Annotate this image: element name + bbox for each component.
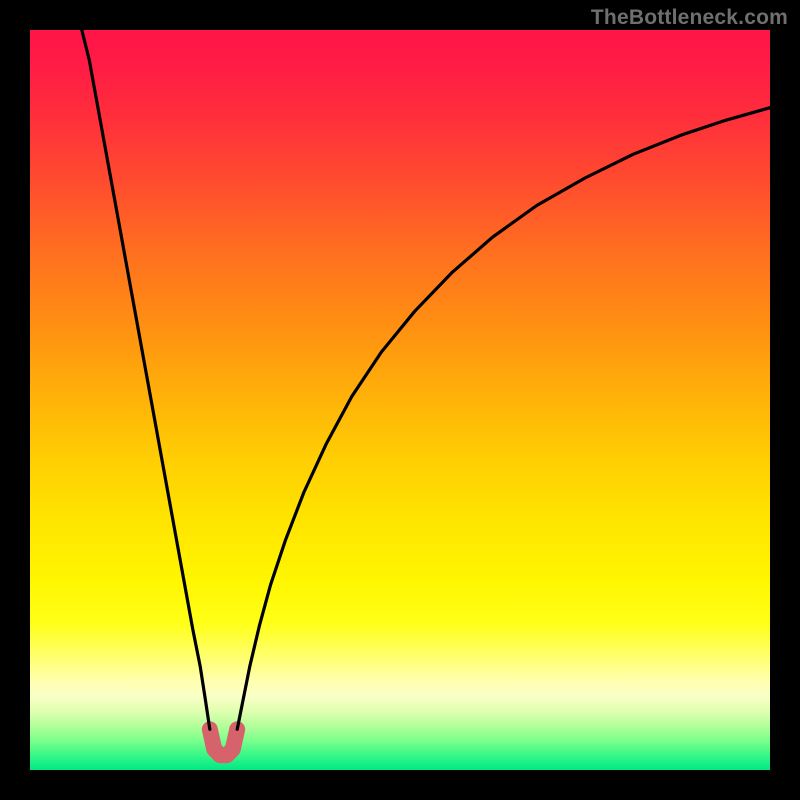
plot-background bbox=[30, 30, 770, 770]
chart-svg bbox=[30, 30, 770, 770]
watermark-text: TheBottleneck.com bbox=[591, 6, 788, 30]
plot-area bbox=[30, 30, 770, 770]
chart-outer-frame: TheBottleneck.com bbox=[0, 0, 800, 800]
